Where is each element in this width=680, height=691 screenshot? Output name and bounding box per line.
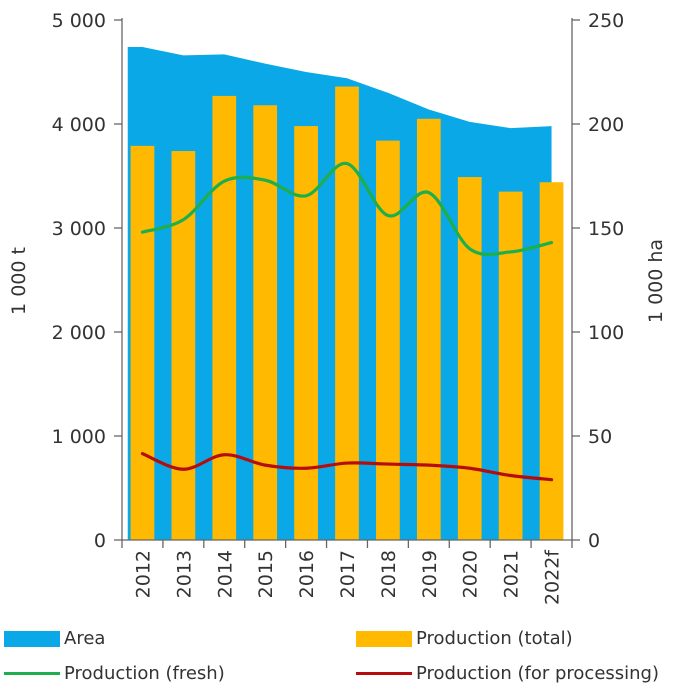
bar-2020 [457,177,482,541]
y-right-tick-label: 50 [588,426,612,448]
bar-2013 [171,151,196,541]
bar-2017 [335,86,359,540]
x-tick-label: 2021 [501,550,523,598]
x-tick-label: 2014 [214,550,236,598]
legend-swatch-production-fresh [4,672,60,675]
x-tick-label: 2018 [378,550,400,598]
lines-layer [140,161,554,482]
line-production-processing [140,452,554,482]
y-left-tick-label: 2 000 [52,322,106,344]
y-left-tick-label: 4 000 [52,114,106,136]
x-tick-label: 2013 [173,550,195,598]
legend-swatch-production-total [356,630,412,647]
x-tick-label: 2020 [460,550,482,598]
y-right-tick-label: 200 [588,114,624,136]
y-right-tick-label: 150 [588,218,624,240]
legend-label-production-total: Production (total) [416,628,573,649]
legend-item-production-fresh: Production (fresh) [4,663,225,684]
legend-label-production-fresh: Production (fresh) [64,663,225,684]
x-tick-label: 2015 [255,550,277,598]
bar-2019 [416,118,441,541]
bar-2016 [294,126,318,540]
bar-2018 [376,140,400,540]
legend-item-production-total: Production (total) [356,628,573,649]
legend-swatch-production-processing [356,672,412,675]
x-tick-label: 2016 [296,550,318,598]
bar-2015 [253,105,278,540]
legend-item-area: Area [4,628,105,649]
y-axis-left-title: 1 000 t [8,247,30,315]
y-left-tick-label: 5 000 [52,10,106,32]
bar-2021 [498,191,523,540]
x-tick-label: 2022f [542,549,564,605]
legend-label-production-processing: Production (for processing) [416,663,660,684]
y-axis-right-title: 1 000 ha [645,239,667,323]
axes-layer: 0 1 000 2 000 3 000 4 000 5 000 0 50 100 150 200 25… [52,10,625,605]
x-tick-label: 2012 [132,550,154,598]
y-right-tick-label: 100 [588,322,624,344]
legend-item-production-processing: Production (for processing) [356,663,659,684]
bar-2012 [130,145,155,540]
legend-label-area: Area [64,628,106,649]
legend: Area Production (total) Production (fres… [0,616,680,691]
bar-2014 [212,95,237,541]
bar-2022f [539,182,564,541]
x-tick-label: 2017 [337,550,359,598]
y-right-tick-label: 0 [588,530,600,552]
legend-swatch-area [4,630,60,647]
y-left-tick-label: 3 000 [52,218,106,240]
chart: 0 1 000 2 000 3 000 4 000 5 000 0 50 100 150 200 25… [8,10,667,605]
y-left-tick-label: 0 [94,530,106,552]
bars-layer [130,86,564,541]
y-left-tick-label: 1 000 [52,426,106,448]
y-right-tick-label: 250 [588,10,624,32]
x-tick-label: 2019 [419,550,441,598]
line-production-fresh [140,161,554,257]
